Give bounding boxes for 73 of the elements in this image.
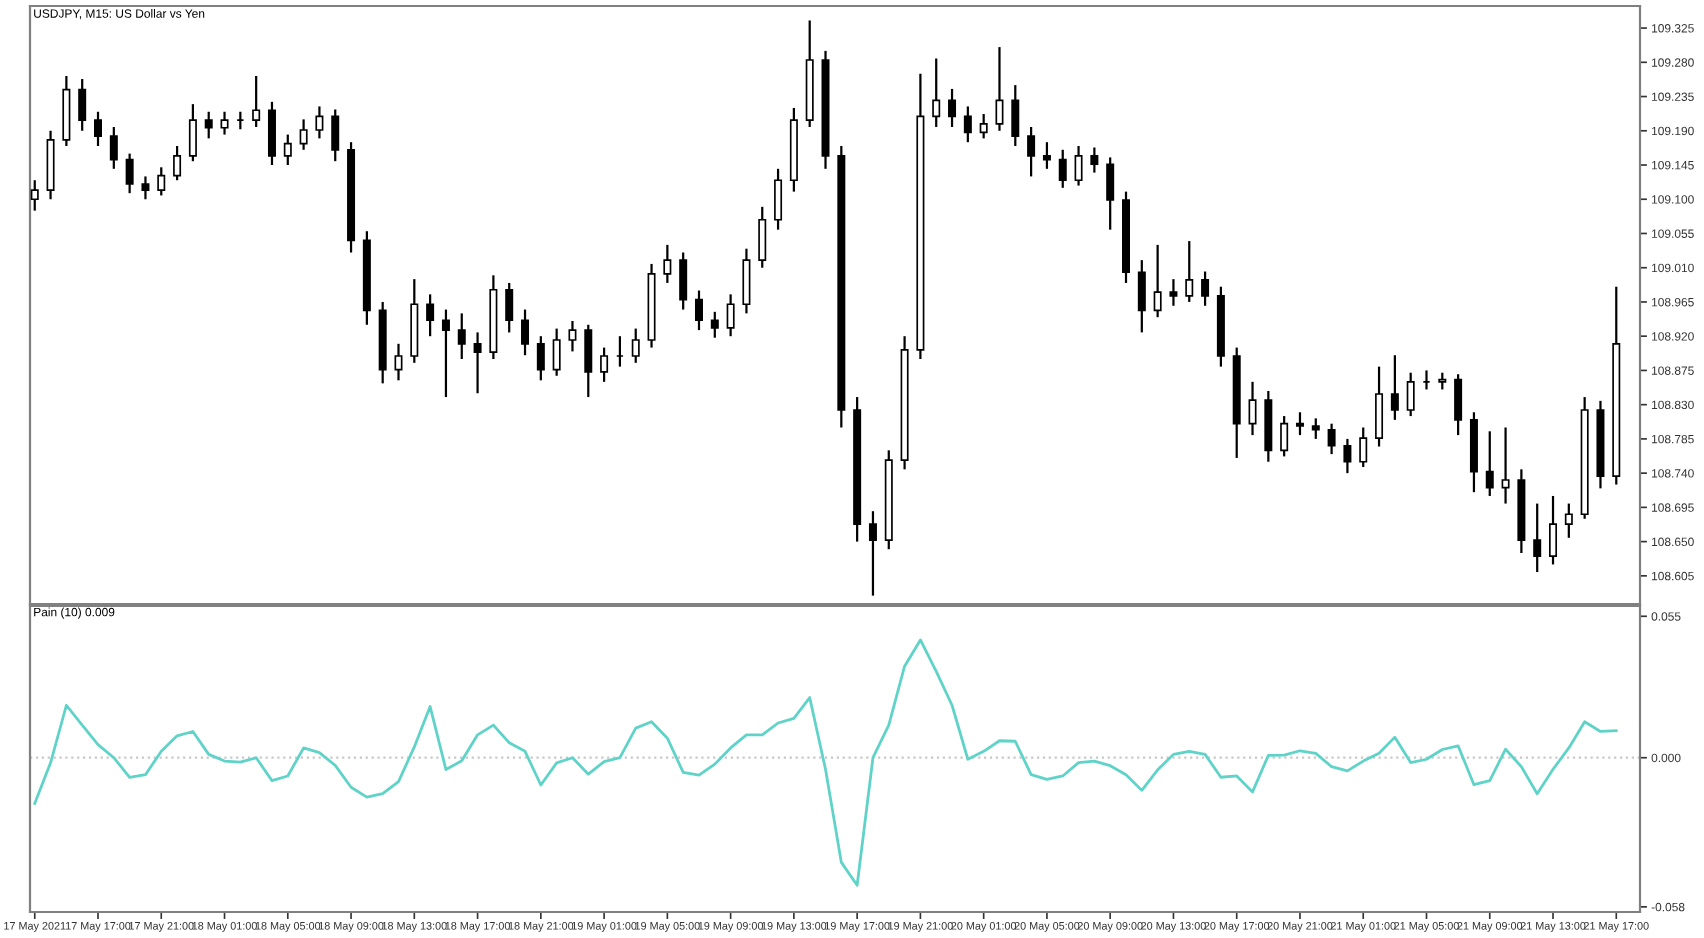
candlestick [963, 105, 972, 144]
candlestick [457, 312, 466, 361]
candlestick [315, 105, 324, 140]
candlestick [742, 247, 751, 315]
candlestick [1406, 371, 1415, 418]
candlestick [1042, 141, 1051, 170]
candlestick [584, 323, 593, 399]
candlestick [157, 166, 166, 197]
candlestick [568, 319, 577, 353]
candlestick [473, 331, 482, 395]
candlestick [948, 87, 957, 129]
candlestick [1185, 239, 1194, 304]
candlestick [1533, 502, 1542, 574]
candlestick [394, 342, 403, 382]
candlestick [1027, 125, 1036, 178]
candlestick [331, 108, 340, 163]
candlestick [1295, 411, 1304, 437]
candlestick [78, 77, 87, 132]
candlestick [536, 335, 545, 382]
candlestick [94, 110, 103, 148]
candlestick [125, 152, 134, 195]
candlestick [1564, 502, 1573, 539]
candlestick [1375, 365, 1384, 448]
candlestick [1485, 430, 1494, 498]
candlestick [299, 118, 308, 151]
candlestick [441, 308, 450, 399]
candlestick [726, 293, 735, 338]
candlestick [521, 308, 530, 357]
candlestick [1327, 422, 1336, 456]
candlestick [758, 205, 767, 269]
candlestick [1074, 144, 1083, 187]
candlestick [426, 293, 435, 338]
candlestick [1153, 243, 1162, 319]
candlestick [1106, 156, 1115, 231]
candlestick [220, 110, 229, 136]
candlestick [774, 167, 783, 231]
candlestick [1501, 426, 1510, 505]
candlestick [505, 281, 514, 334]
line-series [33, 638, 1618, 887]
candlestick [710, 310, 719, 339]
candlestick [1390, 354, 1399, 421]
candlestick [109, 125, 118, 170]
candlestick [552, 327, 561, 377]
candlestick [267, 100, 276, 167]
candlestick [204, 110, 213, 140]
candlestick [1169, 278, 1178, 307]
candlestick [1201, 270, 1210, 307]
candlestick [979, 112, 988, 140]
candlestick [868, 510, 877, 597]
candlestick [1011, 84, 1020, 148]
candlestick [1090, 146, 1099, 174]
candlestick [1343, 437, 1352, 475]
candlestick [30, 179, 39, 212]
candlestick [663, 243, 672, 285]
candlestick [932, 57, 941, 129]
candlestick [1137, 259, 1146, 334]
candlestick [141, 175, 150, 201]
candlestick [995, 45, 1004, 132]
candlestick [1311, 417, 1320, 441]
candlestick [1058, 148, 1067, 189]
candlestick [252, 74, 261, 129]
candlestick [631, 327, 640, 364]
candlestick [1549, 494, 1558, 566]
candlestick [188, 103, 197, 163]
candlestick [1454, 373, 1463, 437]
candlestick [283, 133, 292, 167]
candlestick [173, 144, 182, 182]
candlestick [1359, 426, 1368, 469]
candlestick [694, 289, 703, 332]
candlestick [1280, 414, 1289, 458]
candlestick [679, 251, 688, 311]
candlestick [600, 346, 609, 383]
candlestick [1248, 380, 1257, 437]
